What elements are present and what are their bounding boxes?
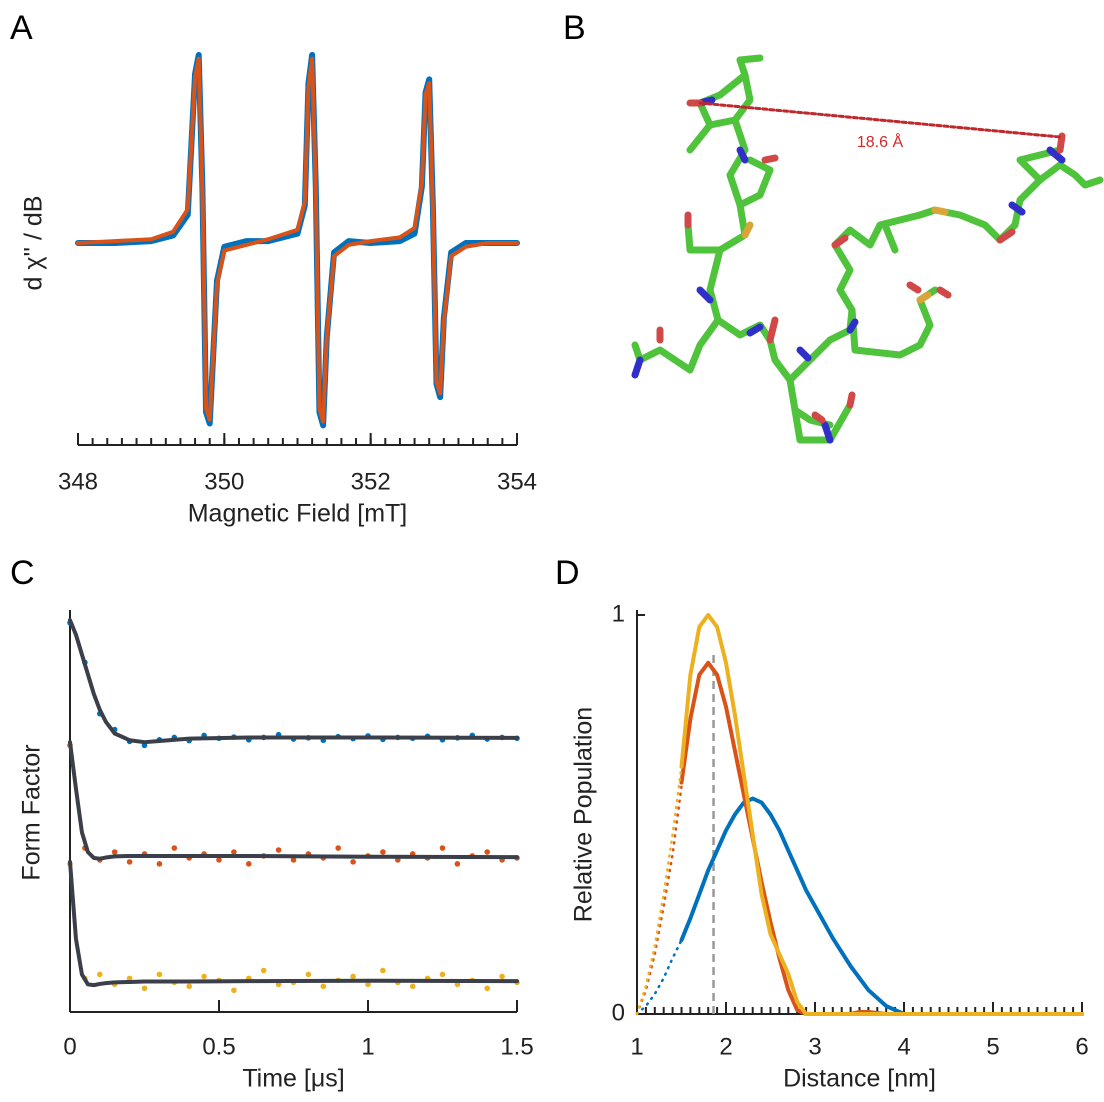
data-point xyxy=(455,861,461,867)
data-point xyxy=(172,845,178,851)
y-axis-label: d χ'' / dB xyxy=(20,196,48,291)
data-point xyxy=(440,972,446,978)
x-axis-label: Magnetic Field [mT] xyxy=(188,500,408,528)
data-point xyxy=(127,859,133,865)
series-line xyxy=(682,663,1083,1014)
data-point xyxy=(186,984,192,990)
x-tick-label: 350 xyxy=(204,468,244,495)
y-tick-label: 1 xyxy=(612,600,625,627)
distance-label: 18.6 Å xyxy=(857,132,904,151)
figure: 18.6 Å B A Magnetic Field [mT] d χ'' / dB 3… xyxy=(0,0,1104,1102)
x-tick-label: 0.5 xyxy=(202,1033,235,1060)
x-tick-label: 1.5 xyxy=(500,1033,533,1060)
x-tick-label: 2 xyxy=(719,1033,732,1060)
data-point xyxy=(157,861,163,867)
data-point xyxy=(261,968,267,974)
panel-label: C xyxy=(10,554,35,592)
data-point xyxy=(142,985,148,991)
data-point xyxy=(276,847,282,853)
series-line xyxy=(682,615,1083,1014)
x-axis-label: Distance [nm] xyxy=(783,1065,936,1093)
series-line xyxy=(78,59,517,422)
y-axis-label: Form Factor xyxy=(18,744,46,880)
x-tick-label: 1 xyxy=(361,1033,374,1060)
y-axis-label: Relative Population xyxy=(570,707,598,922)
data-point xyxy=(484,849,490,855)
data-point xyxy=(306,972,312,978)
data-point xyxy=(97,972,103,978)
data-point xyxy=(321,984,327,990)
series-line xyxy=(637,940,682,1014)
data-point xyxy=(350,974,356,980)
data-point xyxy=(350,859,356,865)
x-tick-label: 5 xyxy=(986,1033,999,1060)
series-line xyxy=(682,799,1083,1014)
data-point xyxy=(484,985,490,991)
molecule-structure xyxy=(635,58,1100,440)
data-point xyxy=(231,987,237,993)
x-tick-label: 354 xyxy=(497,468,537,495)
panel-label: A xyxy=(10,9,33,47)
series-line xyxy=(70,742,517,859)
page: {"chart_data": [ {"type": "line", "panel… xyxy=(0,0,1104,1102)
panel-label: B xyxy=(563,9,586,47)
x-tick-label: 352 xyxy=(351,468,391,495)
series-line xyxy=(70,862,517,985)
panel-label: D xyxy=(555,554,580,592)
x-tick-label: 4 xyxy=(897,1033,910,1060)
data-point xyxy=(380,849,386,855)
x-tick-label: 348 xyxy=(58,468,98,495)
data-point xyxy=(410,984,416,990)
series-line xyxy=(637,767,682,1014)
data-point xyxy=(380,968,386,974)
data-point xyxy=(335,845,341,851)
data-point xyxy=(440,845,446,851)
data-point xyxy=(157,972,163,978)
x-tick-label: 3 xyxy=(808,1033,821,1060)
data-point xyxy=(112,849,118,855)
data-point xyxy=(499,974,505,980)
data-point xyxy=(201,974,207,980)
x-tick-label: 0 xyxy=(63,1033,76,1060)
x-tick-label: 6 xyxy=(1075,1033,1088,1060)
y-tick-label: 0 xyxy=(612,999,625,1026)
series-line xyxy=(70,620,517,742)
data-point xyxy=(246,861,252,867)
x-tick-label: 1 xyxy=(630,1033,643,1060)
x-axis-label: Time [μs] xyxy=(242,1065,344,1093)
